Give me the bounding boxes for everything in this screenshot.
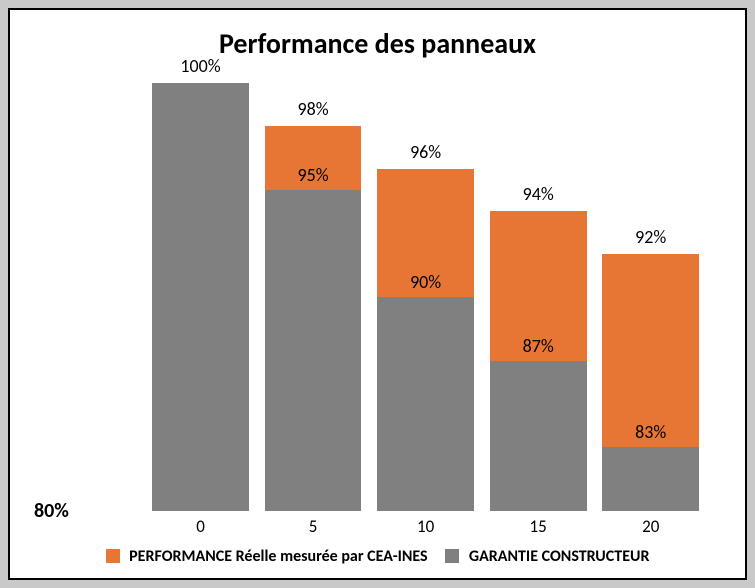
plot-core: 100% 98% 95% 96% 90% 94% 87% 92% 83%	[88, 83, 707, 511]
label-warranty: 90%	[377, 271, 474, 293]
label-warranty: 95%	[265, 164, 362, 186]
legend: PERFORMANCE Réelle mesurée par CEA-INES …	[10, 541, 745, 578]
bar-warranty	[377, 297, 474, 511]
legend-swatch-warranty	[445, 549, 459, 563]
bar-warranty	[152, 83, 249, 511]
x-tick: 10	[417, 516, 434, 537]
label-measured: 96%	[377, 141, 474, 163]
x-tick: 0	[196, 516, 205, 537]
x-tick: 20	[642, 516, 659, 537]
bar-slot: 92% 83%	[602, 83, 699, 511]
bar-warranty	[602, 447, 699, 511]
y-axis-min-label: 80%	[34, 499, 69, 523]
label-warranty: 87%	[490, 335, 587, 357]
label-measured: 94%	[490, 183, 587, 205]
bar-warranty	[490, 361, 587, 511]
plot-wrap: 80% 100%98%95%96%90%94%87%92%83% 0510152…	[38, 73, 717, 541]
bar-warranty	[265, 190, 362, 511]
label-warranty: 100%	[152, 55, 249, 77]
label-measured: 92%	[602, 226, 699, 248]
label-warranty: 83%	[602, 421, 699, 443]
chart-title: Performance des panneaux	[10, 10, 745, 67]
plot-area: 100% 98% 95% 96% 90% 94% 87% 92% 83%	[88, 83, 707, 511]
bar-slot: 100%	[152, 83, 249, 511]
x-tick: 5	[309, 516, 318, 537]
chart-card: Performance des panneaux 80% 100%98%95%9…	[8, 8, 747, 580]
bar-slot: 96% 90%	[377, 83, 474, 511]
chart-outer-frame: Performance des panneaux 80% 100%98%95%9…	[0, 0, 755, 588]
legend-swatch-measured	[106, 549, 120, 563]
legend-label-measured: PERFORMANCE Réelle mesurée par CEA-INES	[129, 547, 427, 566]
legend-label-warranty: GARANTIE CONSTRUCTEUR	[469, 547, 650, 566]
label-measured: 98%	[265, 98, 362, 120]
bar-slot: 94% 87%	[490, 83, 587, 511]
bar-slot: 98% 95%	[265, 83, 362, 511]
x-tick: 15	[530, 516, 547, 537]
